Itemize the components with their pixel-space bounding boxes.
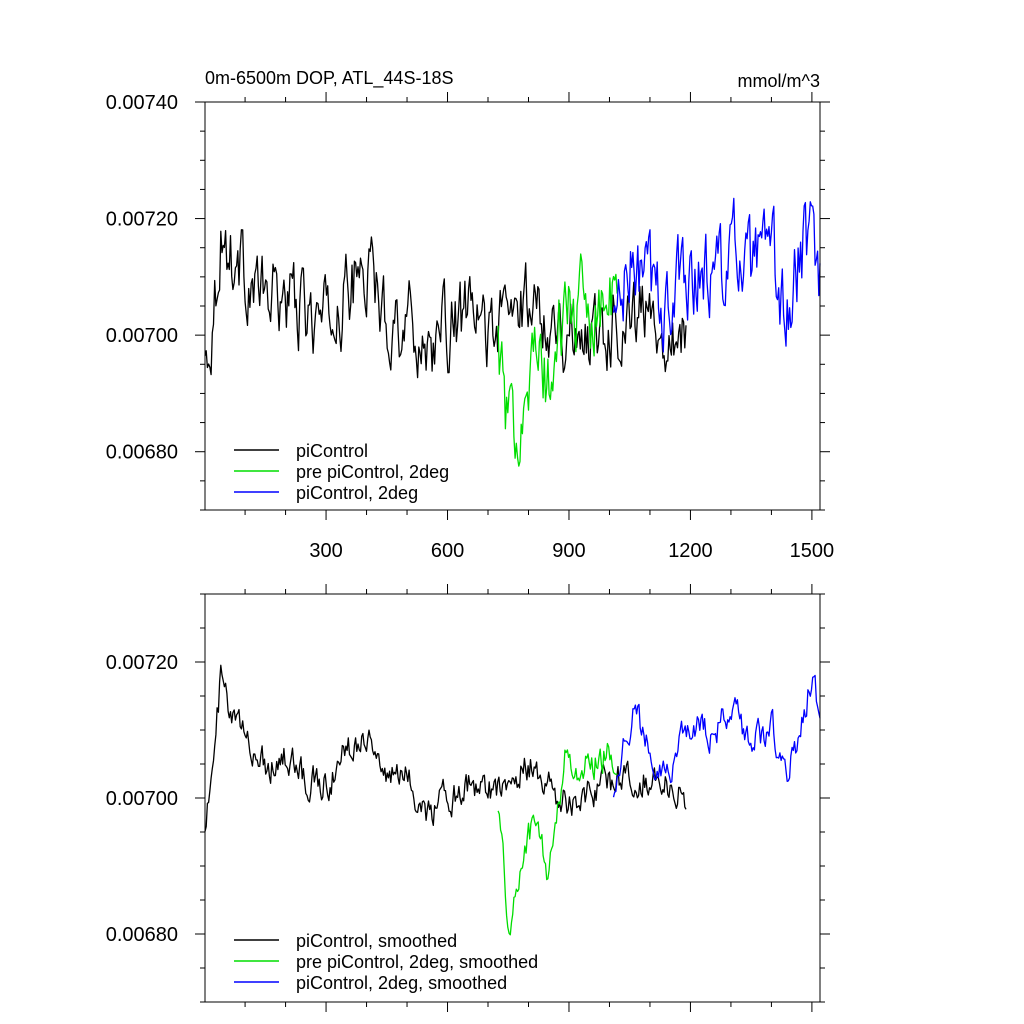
legend-label: piControl, smoothed <box>296 931 457 951</box>
x-tick-label: 900 <box>552 540 585 562</box>
series-line <box>204 664 687 832</box>
x-tick-label: 1500 <box>790 540 835 562</box>
chart-title: 0m-6500m DOP, ATL_44S-18S <box>205 68 453 89</box>
top-panel: 0m-6500m DOP, ATL_44S-18S mmol/m^3 300 60… <box>106 68 834 562</box>
y-tick-label: 0.00700 <box>106 325 178 347</box>
series-line <box>497 253 618 467</box>
x-tick-label: 1200 <box>668 540 713 562</box>
y-tick-label: 0.00700 <box>106 788 178 810</box>
series-group <box>204 197 821 467</box>
x-tick-label: 600 <box>431 540 464 562</box>
legend-label: piControl, 2deg <box>296 483 418 503</box>
series-group <box>204 664 821 936</box>
y-tick-label: 0.00720 <box>106 652 178 674</box>
bottom-panel: 0.00680 0.00700 0.00720 piControl, smoothe… <box>106 584 830 1012</box>
legend-label: pre piControl, 2deg, smoothed <box>296 952 538 972</box>
y-tick-label: 0.00680 <box>106 442 178 464</box>
series-line <box>612 197 821 353</box>
legend-label: piControl, 2deg, smoothed <box>296 973 507 993</box>
y-tick-label: 0.00720 <box>106 209 178 231</box>
x-tick-label: 300 <box>309 540 342 562</box>
legend-label: pre piControl, 2deg <box>296 462 449 482</box>
axes: 0.00680 0.00700 0.00720 <box>106 584 830 1012</box>
series-line <box>612 674 821 798</box>
legend-label: piControl <box>296 441 368 461</box>
axes: 300 600 900 1200 1500 0.00680 0.00700 0.00720 0.… <box>106 92 834 562</box>
y-tick-label: 0.00740 <box>106 92 178 114</box>
series-line <box>497 742 618 936</box>
series-line <box>204 229 687 379</box>
y-tick-label: 0.00680 <box>106 924 178 946</box>
units-label: mmol/m^3 <box>738 71 820 91</box>
